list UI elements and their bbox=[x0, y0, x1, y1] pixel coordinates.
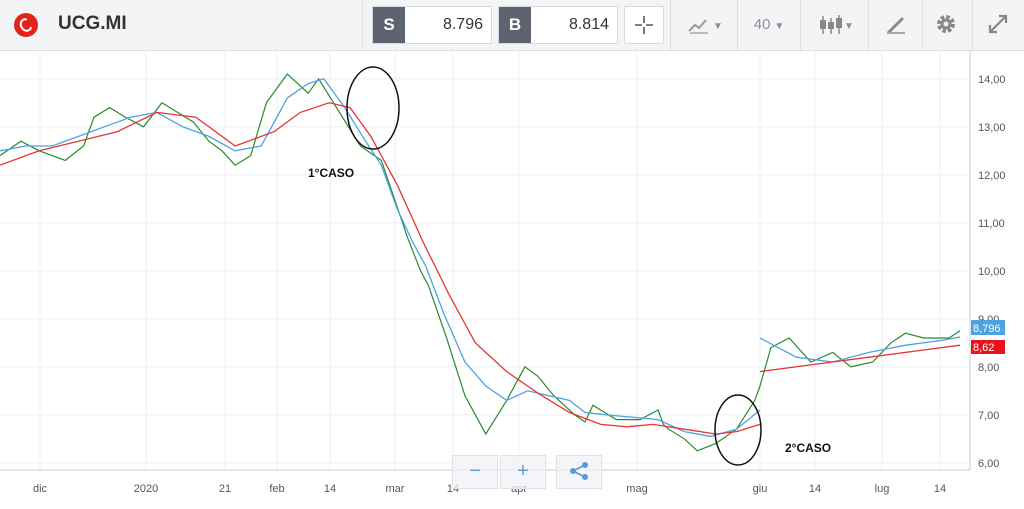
buy-price-box[interactable]: B 8.814 bbox=[498, 6, 618, 44]
last-price-badge bbox=[971, 320, 1005, 335]
divider bbox=[670, 0, 671, 50]
unicredit-logo-icon bbox=[14, 13, 38, 37]
ma-price-badge bbox=[971, 340, 1005, 354]
x-tick-label: mag bbox=[626, 483, 647, 495]
y-tick-label: 8,00 bbox=[978, 362, 999, 374]
x-tick-label: 21 bbox=[219, 483, 231, 495]
price-chart[interactable]: 14,00 13,00 12,00 11,00 10,00 9,00 8,00 7,00 6,0… bbox=[0, 50, 1024, 504]
draw-icon bbox=[887, 17, 905, 34]
divider bbox=[868, 0, 869, 50]
y-tick-label: 11,00 bbox=[978, 218, 1005, 230]
buy-tag: B bbox=[499, 7, 531, 43]
sell-price-box[interactable]: S 8.796 bbox=[372, 6, 492, 44]
chevron-down-icon: ▼ bbox=[844, 21, 854, 32]
x-tick-label: mar bbox=[386, 483, 405, 495]
x-tick-label: lug bbox=[875, 483, 890, 495]
y-tick-label: 6,00 bbox=[978, 458, 999, 470]
draw-tools-button[interactable] bbox=[876, 6, 916, 42]
annotation-circle-1 bbox=[346, 66, 400, 150]
ma-price-label: 8,62 bbox=[973, 342, 994, 354]
buy-price: 8.814 bbox=[568, 16, 609, 33]
series-line bbox=[0, 78, 761, 438]
sell-price: 8.796 bbox=[442, 16, 483, 33]
sell-tag: S bbox=[373, 7, 405, 43]
x-tick-label: 2020 bbox=[134, 483, 158, 495]
x-tick-label: feb bbox=[269, 483, 284, 495]
divider bbox=[972, 0, 973, 50]
y-tick-label: 12,00 bbox=[978, 170, 1006, 182]
last-price-label: 8,796 bbox=[973, 323, 1001, 335]
crosshair-icon bbox=[635, 16, 653, 34]
x-tick-label: 14 bbox=[934, 483, 946, 495]
minus-icon: − bbox=[469, 460, 481, 482]
gear-icon bbox=[937, 15, 955, 33]
series-line bbox=[0, 73, 761, 452]
annotation-1: 1°CASO bbox=[308, 166, 354, 180]
annotation-2: 2°CASO bbox=[785, 441, 831, 455]
divider bbox=[737, 0, 738, 50]
x-tick-label: dic bbox=[33, 483, 48, 495]
chevron-down-icon: ▼ bbox=[713, 21, 723, 32]
divider bbox=[800, 0, 801, 50]
y-tick-label: 10,00 bbox=[978, 266, 1006, 278]
series-line bbox=[759, 336, 961, 363]
settings-button[interactable] bbox=[928, 6, 964, 42]
series-line bbox=[759, 330, 961, 387]
chart-grid bbox=[0, 50, 970, 470]
y-tick-label: 14,00 bbox=[978, 74, 1006, 86]
axis-ticks: 14,0013,0012,0011,0010,009,008,007,006,0… bbox=[33, 74, 1006, 495]
divider bbox=[922, 0, 923, 50]
y-tick-label: 7,00 bbox=[978, 410, 999, 422]
compare-icon bbox=[688, 19, 709, 35]
crosshair-button[interactable] bbox=[624, 6, 664, 44]
share-button[interactable] bbox=[556, 455, 602, 489]
chart-toolbar: UCG.MI S 8.796 B 8.814 ▼ 40 ▼ ▼ bbox=[0, 0, 1024, 51]
chart-type-button[interactable]: ▼ bbox=[808, 6, 864, 42]
fullscreen-button[interactable] bbox=[980, 6, 1016, 42]
compare-button[interactable]: ▼ bbox=[680, 6, 730, 42]
interval-label: 40 bbox=[753, 16, 771, 33]
plus-icon: + bbox=[517, 460, 529, 482]
zoom-out-button[interactable]: − bbox=[452, 455, 498, 489]
series-line bbox=[0, 102, 761, 435]
series-line bbox=[759, 344, 961, 373]
expand-icon bbox=[988, 14, 1008, 34]
candlestick-icon bbox=[820, 15, 843, 35]
annotation-circle-2 bbox=[714, 394, 762, 466]
chart-series bbox=[0, 73, 961, 452]
y-tick-label: 13,00 bbox=[978, 122, 1006, 134]
divider bbox=[362, 0, 363, 50]
chevron-down-icon: ▼ bbox=[774, 21, 785, 32]
share-icon bbox=[570, 462, 588, 480]
x-tick-label: 14 bbox=[809, 483, 821, 495]
x-tick-label: 14 bbox=[324, 483, 336, 495]
interval-button[interactable]: 40 ▼ bbox=[744, 6, 794, 42]
zoom-in-button[interactable]: + bbox=[500, 455, 546, 489]
instrument-symbol: UCG.MI bbox=[58, 13, 127, 34]
chart-canvas[interactable]: 14,0013,0012,0011,0010,009,008,007,006,0… bbox=[0, 50, 1024, 504]
x-tick-label: giu bbox=[753, 483, 768, 495]
